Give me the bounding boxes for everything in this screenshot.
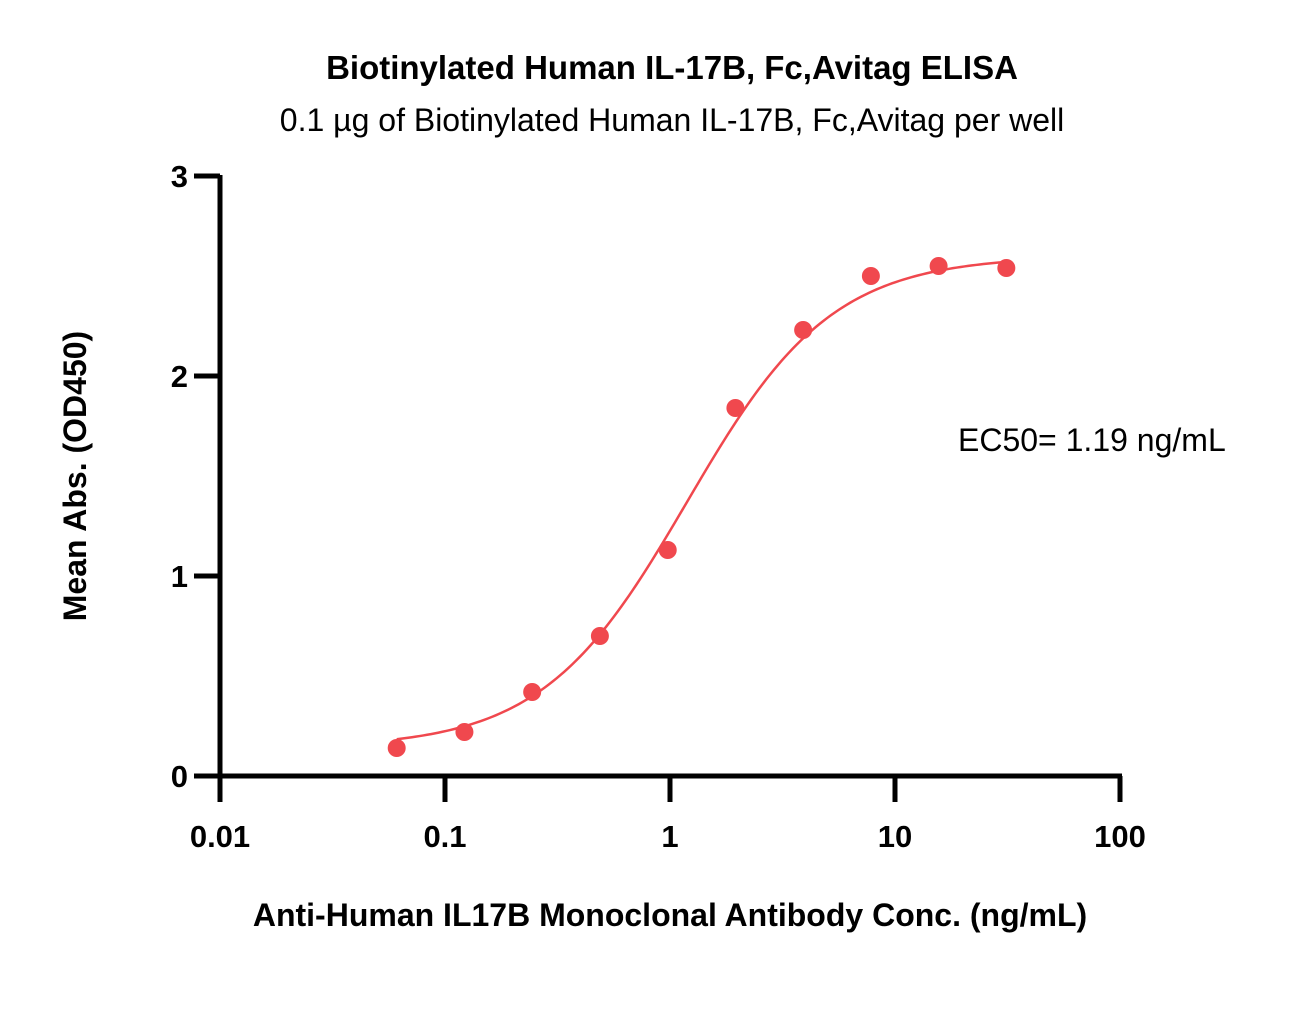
y-tick-label: 0 [171,759,188,794]
data-point [658,541,677,559]
fit-curve [396,260,1007,741]
y-tick-label: 3 [171,159,188,194]
x-tick-label: 1 [661,819,678,854]
x-axis-label: Anti-Human IL17B Monoclonal Antibody Con… [253,897,1087,933]
ec50-annotation: EC50= 1.19 ng/mL [958,422,1226,458]
data-point [929,257,948,275]
x-tick-label: 0.1 [423,819,466,854]
axes [217,175,1122,779]
y-axis-label: Mean Abs. (OD450) [57,331,93,621]
data-point [997,259,1016,277]
data-points [387,257,1016,757]
x-ticks: 0.01 0.1 1 10 100 [190,776,1146,854]
y-tick-label: 1 [171,559,188,594]
data-point [523,683,542,701]
data-point [726,399,745,417]
data-point [861,267,880,285]
x-tick-label: 100 [1094,819,1146,854]
data-point [794,321,813,339]
y-tick-label: 2 [171,359,188,394]
data-point [387,739,406,757]
chart-title: Biotinylated Human IL-17B, Fc,Avitag ELI… [326,49,1018,86]
y-ticks: 0 1 2 3 [171,159,220,794]
data-point [590,627,609,645]
data-point [455,723,474,741]
x-tick-label: 10 [878,819,912,854]
x-tick-label: 0.01 [190,819,250,854]
chart-subtitle: 0.1 µg of Biotinylated Human IL-17B, Fc,… [280,102,1064,138]
